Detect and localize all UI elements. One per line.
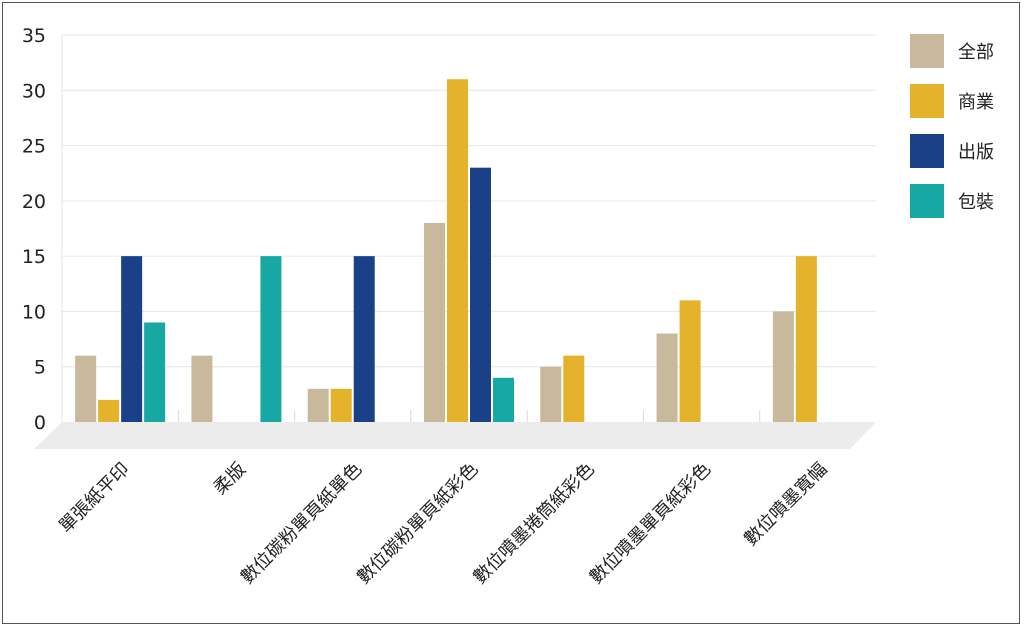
legend-swatch (910, 84, 944, 118)
bar (307, 388, 329, 422)
legend-swatch (910, 134, 944, 168)
y-tick-label: 0 (34, 412, 46, 434)
bar (121, 256, 143, 422)
bar (772, 311, 794, 422)
category-label: 數位碳粉單頁紙單色 (237, 459, 366, 588)
y-tick-label: 25 (22, 136, 46, 158)
bar (563, 355, 585, 422)
bar (656, 333, 678, 422)
category-label: 數位噴墨單頁紙彩色 (586, 459, 715, 588)
bar (679, 300, 701, 422)
bar (424, 222, 445, 422)
y-tick-label: 15 (22, 246, 46, 268)
bar (191, 355, 213, 422)
bar (470, 167, 491, 422)
category-label: 柔版 (210, 459, 250, 499)
y-tick-label: 5 (34, 357, 46, 379)
bar (330, 388, 352, 422)
y-tick-label: 30 (22, 80, 46, 102)
y-tick-label: 35 (22, 25, 46, 47)
bar (795, 256, 817, 422)
x-axis-categories: 單張紙平印 柔版數位碳粉單頁紙單色數位碳粉單頁紙彩色數位噴墨捲筒紙彩色數位噴墨單頁… (55, 459, 831, 588)
chart-floor-plane (34, 422, 876, 449)
legend-label: 包裝 (958, 192, 994, 213)
bar (493, 377, 514, 422)
y-tick-label: 10 (22, 301, 46, 323)
bar (260, 256, 282, 422)
category-label: 數位噴墨寬幅 (740, 459, 831, 550)
grid-lines (61, 34, 876, 422)
bars (75, 79, 817, 422)
category-label: 單張紙平印 (55, 459, 133, 537)
legend-swatch (910, 34, 944, 68)
bar (144, 322, 166, 422)
y-axis-ticks: 0 5 10 15 20 25 30 35 (22, 25, 46, 434)
bar (98, 399, 120, 422)
bar (75, 355, 97, 422)
legend-label: 出版 (958, 142, 994, 163)
bar (353, 256, 375, 422)
bar (447, 79, 468, 422)
legend-label: 商業 (958, 92, 994, 113)
legend-swatch (910, 184, 944, 218)
y-tick-label: 20 (22, 191, 46, 213)
bar (540, 366, 562, 422)
category-label: 數位碳粉單頁紙彩色 (353, 459, 482, 588)
category-label: 數位噴墨捲筒紙彩色 (469, 459, 598, 588)
legend-label: 全部 (958, 42, 994, 63)
chart-floor (34, 410, 876, 449)
